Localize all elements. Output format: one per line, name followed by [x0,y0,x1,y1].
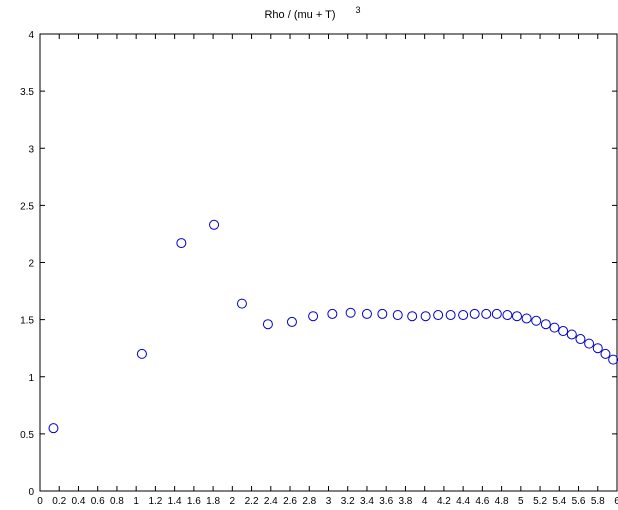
data-point [236,298,247,309]
y-tick-label: 0 [28,487,34,498]
x-tick-label: 4.4 [456,496,470,507]
data-point [308,311,319,322]
x-tick-label: 2.4 [264,496,278,507]
data-point [433,310,444,321]
y-tick-label: 3 [28,144,34,155]
data-point [136,348,147,359]
data-point [549,322,560,333]
data-point [511,311,522,322]
x-tick-label: 5.6 [572,496,586,507]
data-point [531,315,542,326]
x-tick-label: 4.8 [495,496,509,507]
data-point [502,310,513,321]
x-tick-label: 1.6 [187,496,201,507]
y-tick-label: 2.5 [20,201,34,212]
data-point [481,308,492,319]
data-point [420,311,431,322]
data-point [209,219,220,230]
data-point [469,308,480,319]
chart-title: Rho / (mu + T) [264,9,335,21]
data-point [600,348,611,359]
x-tick-label: 4.6 [475,496,489,507]
x-tick-label: 0 [37,496,43,507]
x-tick-label: 5.2 [533,496,547,507]
x-tick-label: 3.2 [341,496,355,507]
x-tick-label: 2.8 [302,496,316,507]
data-point [262,319,273,330]
data-point [584,338,595,349]
data-point [540,319,551,330]
x-tick-label: 5.8 [591,496,605,507]
x-tick-label: 5.4 [552,496,566,507]
x-tick-label: 2 [230,496,236,507]
x-tick-label: 2.6 [283,496,297,507]
data-point [592,343,603,354]
x-tick-label: 0.6 [91,496,105,507]
x-tick-label: 1.2 [148,496,162,507]
x-tick-label: 4.2 [437,496,451,507]
data-point [558,326,569,337]
x-tick-label: 0.4 [72,496,86,507]
ticks: 0 0.2 0.4 0.6 0.8 1 1.2 1.4 1.6 1.8 2 2.2 2.4 2.6 2.8 3… [20,30,618,507]
x-tick-label: 3.8 [398,496,412,507]
x-tick-label: 3.4 [360,496,374,507]
data-points [48,219,618,434]
x-tick-label: 3 [326,496,332,507]
data-point [445,310,456,321]
data-point [48,423,59,434]
data-point [407,311,418,322]
data-point [176,238,187,249]
x-tick-label: 5 [518,496,524,507]
data-point [377,308,388,319]
y-tick-label: 1 [28,373,34,384]
data-point [491,308,502,319]
x-tick-label: 4 [422,496,428,507]
data-point [361,308,372,319]
x-tick-label: 0.8 [110,496,124,507]
y-tick-label: 2 [28,259,34,270]
x-tick-label: 1.8 [206,496,220,507]
y-tick-label: 4 [28,30,34,41]
data-point [327,308,338,319]
x-tick-label: 1 [133,496,139,507]
x-tick-label: 0.2 [52,496,66,507]
y-tick-label: 0.5 [20,430,34,441]
data-point [458,310,469,321]
data-point [345,307,356,318]
data-point [392,310,403,321]
data-point [521,313,532,324]
x-tick-label: 3.6 [379,496,393,507]
x-tick-label: 1.4 [168,496,182,507]
data-point [286,316,297,327]
x-tick-label: 6 [614,496,618,507]
y-tick-label: 3.5 [20,87,34,98]
data-point [575,334,586,345]
x-tick-label: 2.2 [245,496,259,507]
data-point [566,329,577,340]
y-tick-label: 1.5 [20,316,34,327]
chart-title-superscript: 3 [355,5,360,15]
